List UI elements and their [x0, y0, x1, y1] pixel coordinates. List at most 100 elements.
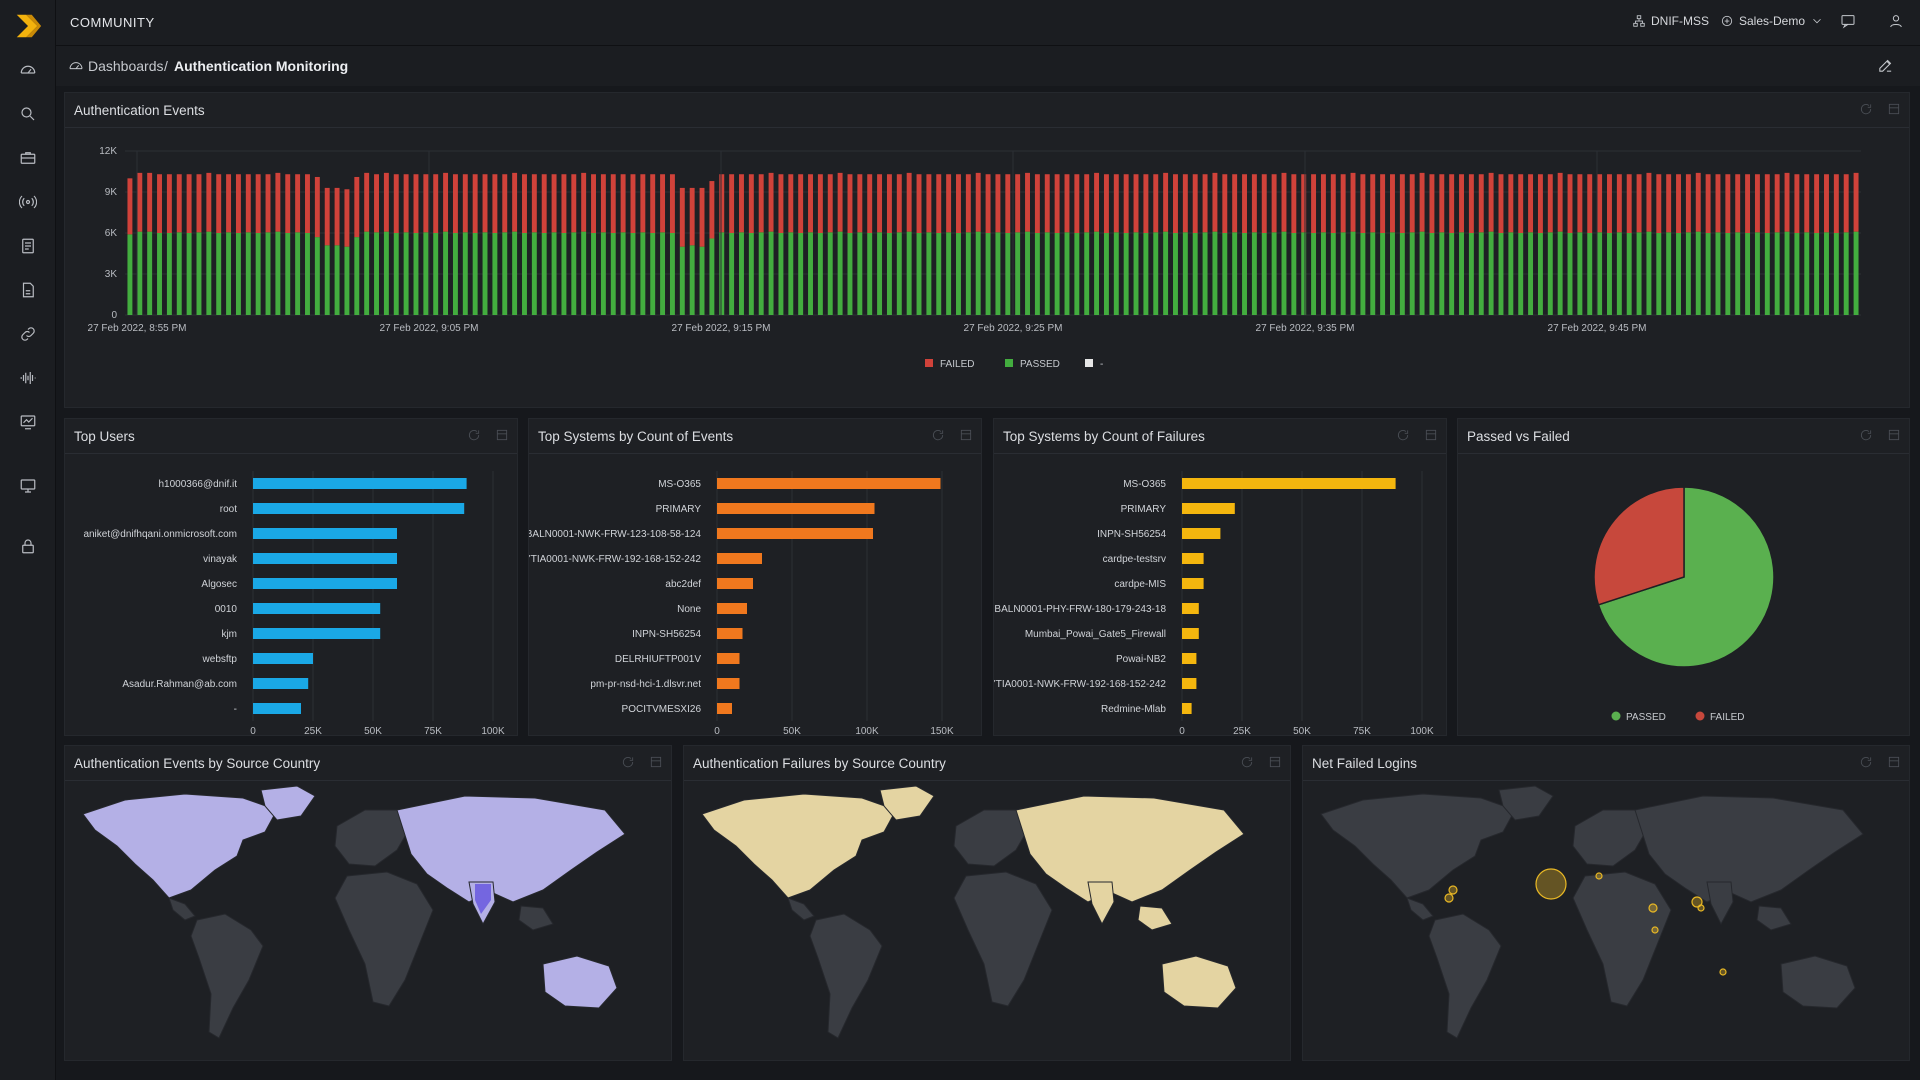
bar-failed[interactable]: [1064, 174, 1070, 233]
bar-passed[interactable]: [492, 233, 498, 315]
bar-passed[interactable]: [462, 232, 468, 315]
bar-failed[interactable]: [1419, 172, 1425, 232]
briefcase-icon[interactable]: [16, 146, 40, 170]
org-selector[interactable]: DNIF-MSS: [1632, 14, 1709, 28]
bar-passed[interactable]: [295, 232, 301, 315]
bar-passed[interactable]: [946, 232, 952, 315]
bar-passed[interactable]: [413, 233, 419, 315]
bar-failed[interactable]: [995, 174, 1001, 233]
bar-passed[interactable]: [1123, 233, 1129, 315]
refresh-icon[interactable]: [1240, 755, 1254, 769]
bar-failed[interactable]: [1163, 172, 1169, 232]
bar-failed[interactable]: [1528, 174, 1534, 233]
bar[interactable]: [253, 678, 309, 689]
bar-passed[interactable]: [1725, 233, 1731, 315]
country-south-america[interactable]: [1428, 913, 1502, 1039]
bar-failed[interactable]: [896, 174, 902, 233]
bar[interactable]: [253, 703, 301, 714]
bar-failed[interactable]: [1567, 174, 1573, 233]
country-greenland[interactable]: [879, 785, 935, 821]
bar-failed[interactable]: [1005, 174, 1011, 233]
bar-passed[interactable]: [305, 233, 310, 315]
bar-passed[interactable]: [1557, 231, 1563, 315]
bar-failed[interactable]: [1084, 174, 1090, 233]
bar-failed[interactable]: [906, 172, 912, 232]
bar-passed[interactable]: [1833, 233, 1839, 315]
bar-failed[interactable]: [1843, 174, 1849, 233]
bar-failed[interactable]: [226, 174, 232, 233]
country-asia[interactable]: [1015, 795, 1245, 903]
bar-failed[interactable]: [739, 174, 744, 233]
bar-failed[interactable]: [660, 174, 666, 233]
bar[interactable]: [253, 503, 465, 514]
bar-failed[interactable]: [305, 174, 310, 233]
bar-failed[interactable]: [1242, 174, 1247, 233]
country-africa[interactable]: [953, 871, 1053, 1007]
bar-passed[interactable]: [689, 245, 695, 315]
bar-passed[interactable]: [383, 231, 389, 315]
bar-passed[interactable]: [551, 232, 557, 315]
bar-passed[interactable]: [1054, 233, 1060, 315]
bar-failed[interactable]: [1626, 174, 1632, 233]
breadcrumb-dashboards-link[interactable]: Dashboards: [88, 58, 164, 74]
bar-failed[interactable]: [443, 172, 449, 232]
bar-failed[interactable]: [936, 174, 942, 233]
bar-failed[interactable]: [788, 174, 794, 233]
bar-failed[interactable]: [512, 172, 518, 232]
bar-failed[interactable]: [1054, 174, 1060, 233]
monitor-icon[interactable]: [16, 474, 40, 498]
bar-passed[interactable]: [561, 233, 567, 315]
bar-failed[interactable]: [502, 174, 508, 233]
country-southeast-asia[interactable]: [518, 905, 554, 931]
bar-passed[interactable]: [1301, 232, 1307, 315]
search-icon[interactable]: [16, 102, 40, 126]
bar-failed[interactable]: [600, 174, 606, 233]
bar-failed[interactable]: [956, 174, 961, 233]
bar-passed[interactable]: [166, 233, 172, 315]
bar-passed[interactable]: [729, 233, 735, 315]
bar-passed[interactable]: [1705, 233, 1711, 315]
dashboard-icon[interactable]: [16, 58, 40, 82]
events-world-map[interactable]: [65, 780, 673, 1060]
bar-passed[interactable]: [660, 232, 666, 315]
bar-failed[interactable]: [1251, 174, 1257, 233]
expand-icon[interactable]: [1887, 102, 1901, 116]
bar-passed[interactable]: [186, 233, 192, 315]
bar-failed[interactable]: [1508, 174, 1514, 233]
bar-failed[interactable]: [1044, 174, 1050, 233]
bar-passed[interactable]: [1824, 232, 1829, 315]
bar-passed[interactable]: [216, 233, 222, 315]
bar[interactable]: [717, 478, 941, 489]
bar-failed[interactable]: [1774, 174, 1780, 233]
bar-failed[interactable]: [1547, 174, 1553, 233]
refresh-icon[interactable]: [1859, 755, 1873, 769]
bar-passed[interactable]: [1044, 232, 1050, 315]
bar-failed[interactable]: [640, 174, 646, 233]
bar-passed[interactable]: [512, 231, 518, 315]
country-north-america[interactable]: [701, 793, 897, 899]
bar-passed[interactable]: [364, 231, 370, 315]
bar-failed[interactable]: [669, 174, 675, 233]
bar-passed[interactable]: [1646, 231, 1652, 315]
bar-passed[interactable]: [1242, 233, 1247, 315]
bar-failed[interactable]: [137, 172, 143, 232]
expand-icon[interactable]: [1887, 428, 1901, 442]
bar[interactable]: [1182, 703, 1192, 714]
bar-passed[interactable]: [354, 237, 360, 315]
bar-failed[interactable]: [1439, 174, 1445, 233]
bar-passed[interactable]: [433, 233, 439, 315]
bar-passed[interactable]: [1528, 232, 1534, 315]
bar-failed[interactable]: [1202, 174, 1208, 233]
bar-passed[interactable]: [374, 232, 379, 315]
bar-passed[interactable]: [827, 232, 833, 315]
bar[interactable]: [253, 553, 397, 564]
bar-passed[interactable]: [1074, 233, 1080, 315]
bar-failed[interactable]: [403, 174, 409, 233]
bar[interactable]: [1182, 678, 1197, 689]
bar-passed[interactable]: [591, 233, 596, 315]
bar-passed[interactable]: [936, 233, 942, 315]
bar-failed[interactable]: [1616, 174, 1622, 233]
bar-passed[interactable]: [403, 232, 409, 315]
bar-passed[interactable]: [502, 232, 508, 315]
edit-icon[interactable]: [1877, 57, 1894, 74]
